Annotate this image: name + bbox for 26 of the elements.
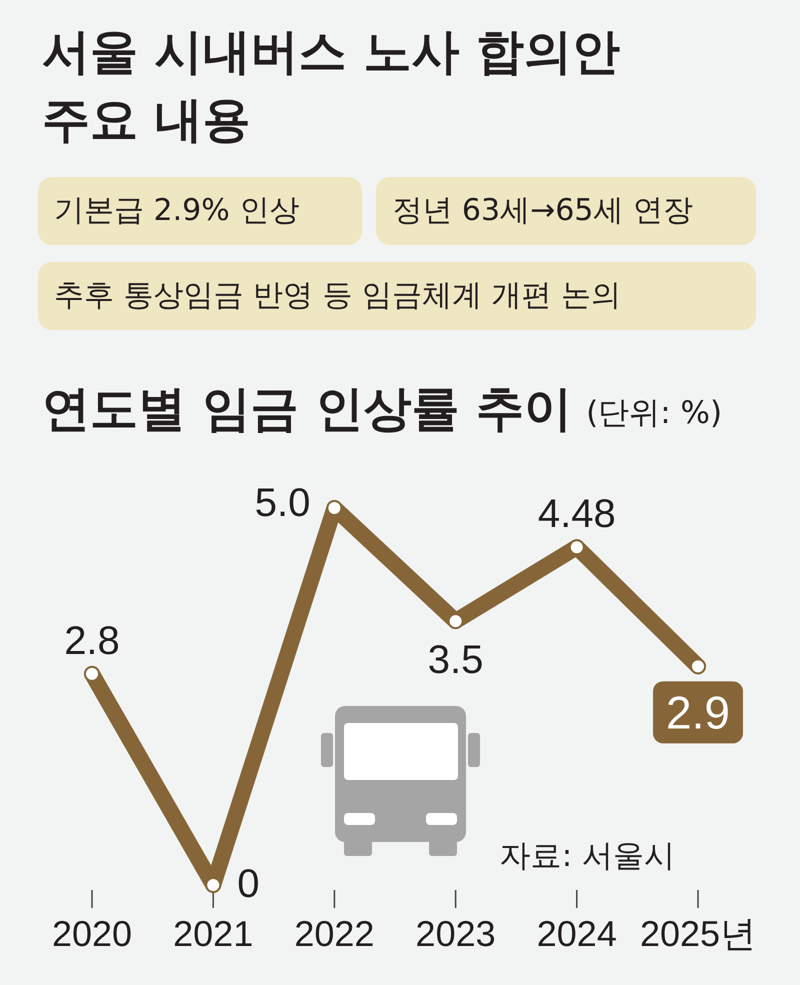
x-tick-label: 2021 [173,913,254,954]
data-label: 2.8 [64,618,120,663]
text: 기본급 2.9% 인상 [38,177,362,245]
x-tick-label: 2025년 [640,913,756,954]
x-tick-label: 2023 [416,913,496,954]
chart-title: 연도별 임금 인상률 추이 [42,381,572,437]
data-label: 4.48 [538,492,616,536]
point [448,613,464,630]
point [205,877,222,893]
point [690,658,706,674]
text: 추후 통상임금 반영 등 임금체계 개편 논의 [38,262,756,330]
x-tick-label: 2024 [536,913,617,954]
text: 서울 시내버스 노사 합의안 주요 내용 [42,23,622,150]
annotation: 2.9 [666,686,730,738]
chart-subtitle: (단위: %) [586,395,722,431]
text: 정년 63세→65세 연장 [376,177,756,245]
x-tick-label: 2022 [294,913,374,954]
x-tick-label: 2020 [52,913,132,954]
point [326,500,342,516]
data-label: 0 [237,862,260,906]
annotation: 자료: 서울시 [500,838,675,874]
callout: 2.9 [653,681,743,744]
data-label: 3.5 [428,638,484,682]
point [568,539,585,556]
point [84,666,100,682]
data-label: 5.0 [254,481,310,525]
